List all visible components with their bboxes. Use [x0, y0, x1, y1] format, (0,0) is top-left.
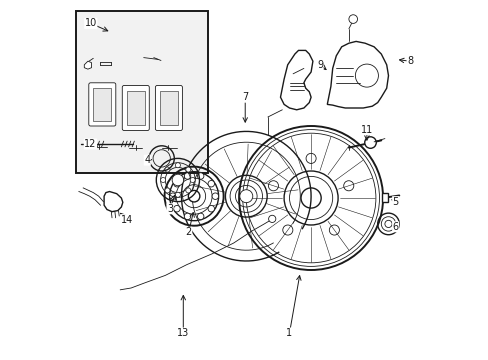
Circle shape [384, 220, 391, 228]
Text: 3: 3 [166, 204, 173, 214]
Circle shape [268, 215, 275, 222]
Circle shape [175, 192, 180, 197]
FancyBboxPatch shape [381, 193, 387, 202]
Circle shape [173, 206, 180, 212]
Text: 14: 14 [121, 215, 133, 225]
Circle shape [239, 190, 252, 203]
Circle shape [301, 188, 321, 208]
Circle shape [184, 213, 190, 220]
Polygon shape [280, 50, 312, 110]
Circle shape [364, 137, 375, 148]
Circle shape [268, 181, 278, 191]
Polygon shape [84, 61, 91, 69]
Text: 9: 9 [316, 60, 323, 70]
Text: 7: 7 [242, 92, 248, 102]
Circle shape [212, 193, 218, 199]
Text: 10: 10 [84, 18, 97, 28]
FancyBboxPatch shape [155, 85, 182, 131]
Text: 4: 4 [144, 155, 150, 165]
Text: 11: 11 [360, 125, 372, 135]
Text: 13: 13 [177, 328, 189, 338]
Circle shape [172, 174, 183, 186]
Circle shape [343, 181, 353, 191]
FancyBboxPatch shape [76, 11, 208, 173]
FancyBboxPatch shape [122, 85, 149, 131]
Circle shape [164, 188, 170, 193]
Text: 1: 1 [286, 328, 292, 338]
Circle shape [160, 177, 165, 183]
Circle shape [185, 167, 190, 172]
Circle shape [328, 225, 339, 235]
Circle shape [169, 193, 176, 199]
Polygon shape [326, 41, 387, 108]
FancyBboxPatch shape [160, 91, 177, 125]
Circle shape [185, 188, 190, 193]
Text: 2: 2 [185, 227, 191, 237]
Circle shape [190, 177, 195, 183]
Text: 8: 8 [406, 56, 412, 66]
Circle shape [305, 153, 316, 163]
Polygon shape [104, 192, 122, 212]
Circle shape [197, 213, 203, 220]
FancyBboxPatch shape [93, 88, 111, 121]
Circle shape [207, 206, 214, 212]
Circle shape [188, 190, 200, 202]
Text: 6: 6 [392, 222, 398, 232]
Circle shape [282, 225, 292, 235]
Circle shape [197, 173, 203, 179]
Circle shape [184, 173, 190, 179]
Circle shape [175, 163, 180, 168]
FancyBboxPatch shape [127, 91, 144, 125]
Text: 5: 5 [392, 197, 398, 207]
Circle shape [348, 15, 357, 23]
Text: 12: 12 [84, 139, 97, 149]
FancyBboxPatch shape [89, 83, 116, 126]
Circle shape [173, 180, 180, 187]
Circle shape [207, 180, 214, 187]
Circle shape [355, 64, 378, 87]
Circle shape [164, 167, 170, 172]
